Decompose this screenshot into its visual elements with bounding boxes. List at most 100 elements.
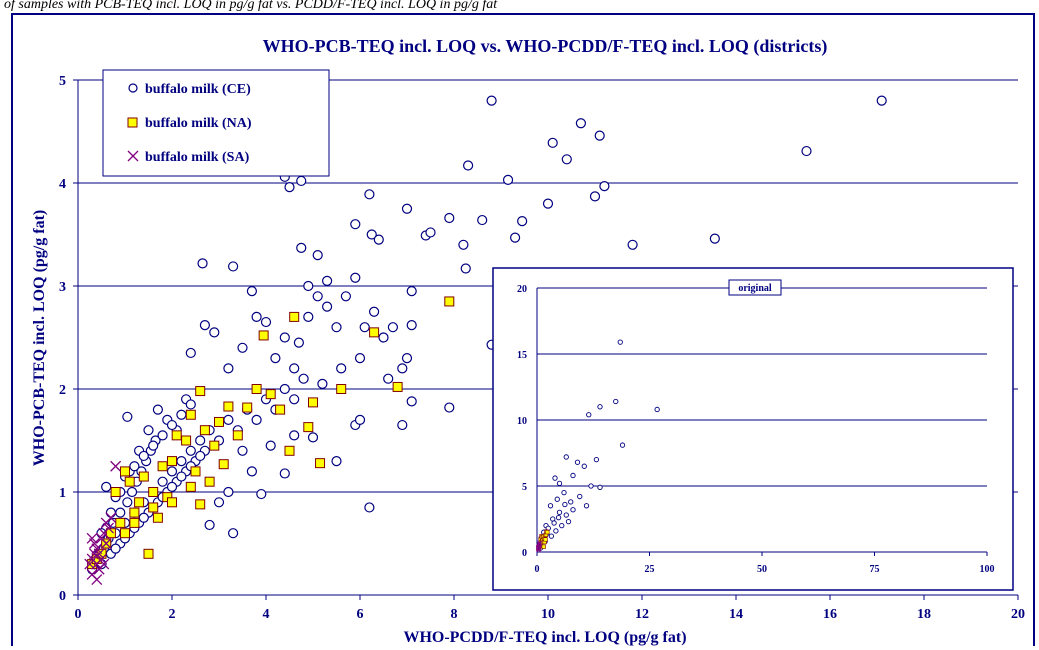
inset-point-na	[545, 530, 550, 535]
x-tick-label: 4	[263, 607, 270, 622]
point-ce	[354, 353, 366, 364]
point-sa	[91, 558, 103, 570]
point-ce	[223, 363, 234, 374]
point-ce	[331, 322, 342, 333]
point-ce	[406, 286, 417, 297]
point-na	[167, 497, 177, 508]
point-ce	[251, 414, 262, 425]
point-ce	[366, 229, 377, 240]
inset-point	[570, 507, 576, 513]
point-ce	[627, 239, 638, 250]
point-ce	[575, 118, 587, 129]
point-ce	[876, 95, 887, 106]
y-tick-label: 0	[59, 589, 66, 604]
y-tick-label: 4	[59, 177, 66, 192]
point-ce	[246, 466, 257, 477]
point-ce	[401, 203, 413, 214]
x-tick-label: 8	[451, 607, 458, 622]
point-ce	[228, 528, 239, 539]
point-ce	[336, 363, 347, 374]
point-na	[124, 476, 135, 487]
x-tick-label: 18	[917, 607, 931, 622]
point-ce	[129, 461, 140, 472]
inset-title: original	[738, 283, 772, 294]
legend-marker-na	[127, 117, 138, 128]
point-ce	[122, 497, 133, 508]
inset-point	[563, 454, 569, 460]
point-ce	[293, 337, 304, 348]
inset-point	[617, 339, 623, 345]
point-ce	[237, 445, 248, 456]
point-na	[129, 507, 140, 518]
y-tick-label: 3	[59, 280, 66, 295]
point-ce	[110, 543, 121, 554]
point-ce	[547, 137, 558, 148]
point-na	[232, 430, 243, 441]
point-ce	[312, 250, 323, 261]
legend-box	[102, 69, 330, 177]
point-na	[265, 389, 276, 400]
point-ce	[152, 404, 163, 415]
inset-point	[597, 404, 603, 410]
inset-point-na	[541, 544, 546, 549]
inset-title-box	[728, 279, 782, 296]
point-sa	[100, 538, 112, 549]
point-na	[308, 397, 318, 408]
point-na	[115, 517, 126, 528]
inset-point	[552, 475, 558, 481]
point-na	[134, 497, 145, 508]
chart-frame	[11, 13, 1035, 646]
point-ce	[801, 145, 812, 157]
figure-caption: of samples with PCB-TEQ incl. LOQ in pg/…	[4, 0, 498, 12]
point-na	[369, 327, 380, 338]
point-sa	[105, 512, 117, 524]
inset-point	[568, 499, 574, 505]
data-points	[84, 95, 887, 586]
point-ce	[176, 409, 187, 420]
point-ce	[289, 430, 300, 441]
point-na	[157, 461, 168, 472]
point-ce	[709, 233, 720, 244]
point-ce	[279, 468, 290, 479]
point-na	[171, 430, 182, 441]
inset-data-points	[535, 339, 660, 553]
point-na	[138, 471, 149, 482]
point-ce	[101, 481, 112, 492]
point-ce	[289, 394, 300, 405]
point-ce	[378, 332, 389, 343]
inset-point	[563, 512, 569, 518]
point-ce	[298, 373, 309, 384]
point-ce	[354, 414, 366, 425]
point-ce	[322, 275, 333, 286]
legend-marker-sa	[127, 150, 139, 162]
y-tick-labels: 0 1 2 3 4 5	[59, 74, 66, 604]
legend-label-na: buffalo milk (NA)	[145, 116, 252, 131]
point-ce	[289, 363, 300, 374]
x-tick-label: 10	[541, 607, 555, 622]
x-axis-title: WHO-PCDD/F-TEQ incl. LOQ (pg/g fat)	[403, 629, 686, 646]
point-ce	[477, 214, 488, 226]
inset-point	[561, 489, 567, 496]
inset-point	[556, 480, 563, 487]
point-ce	[387, 322, 398, 333]
inset-y-tick-label: 15	[517, 350, 527, 361]
point-ce	[251, 311, 262, 322]
inset-point	[548, 533, 555, 539]
chart-title: WHO-PCB-TEQ incl. LOQ vs. WHO-PCDD/F-TEQ…	[263, 36, 828, 57]
inset-point-sa	[536, 547, 542, 553]
point-ce	[303, 311, 314, 322]
inset-point	[581, 463, 587, 469]
point-na	[185, 481, 196, 492]
x-tick-label: 6	[357, 607, 364, 622]
point-ce	[166, 466, 178, 477]
inset-point	[547, 503, 554, 509]
x-tick-label: 12	[635, 607, 649, 622]
point-ce	[148, 440, 159, 451]
point-ce	[364, 189, 375, 200]
point-ce	[260, 316, 272, 328]
inset-x-tick-label: 25	[645, 564, 655, 575]
point-ce	[279, 332, 290, 343]
point-sa	[86, 532, 98, 544]
point-ce	[270, 353, 281, 364]
inset-point	[577, 493, 583, 500]
